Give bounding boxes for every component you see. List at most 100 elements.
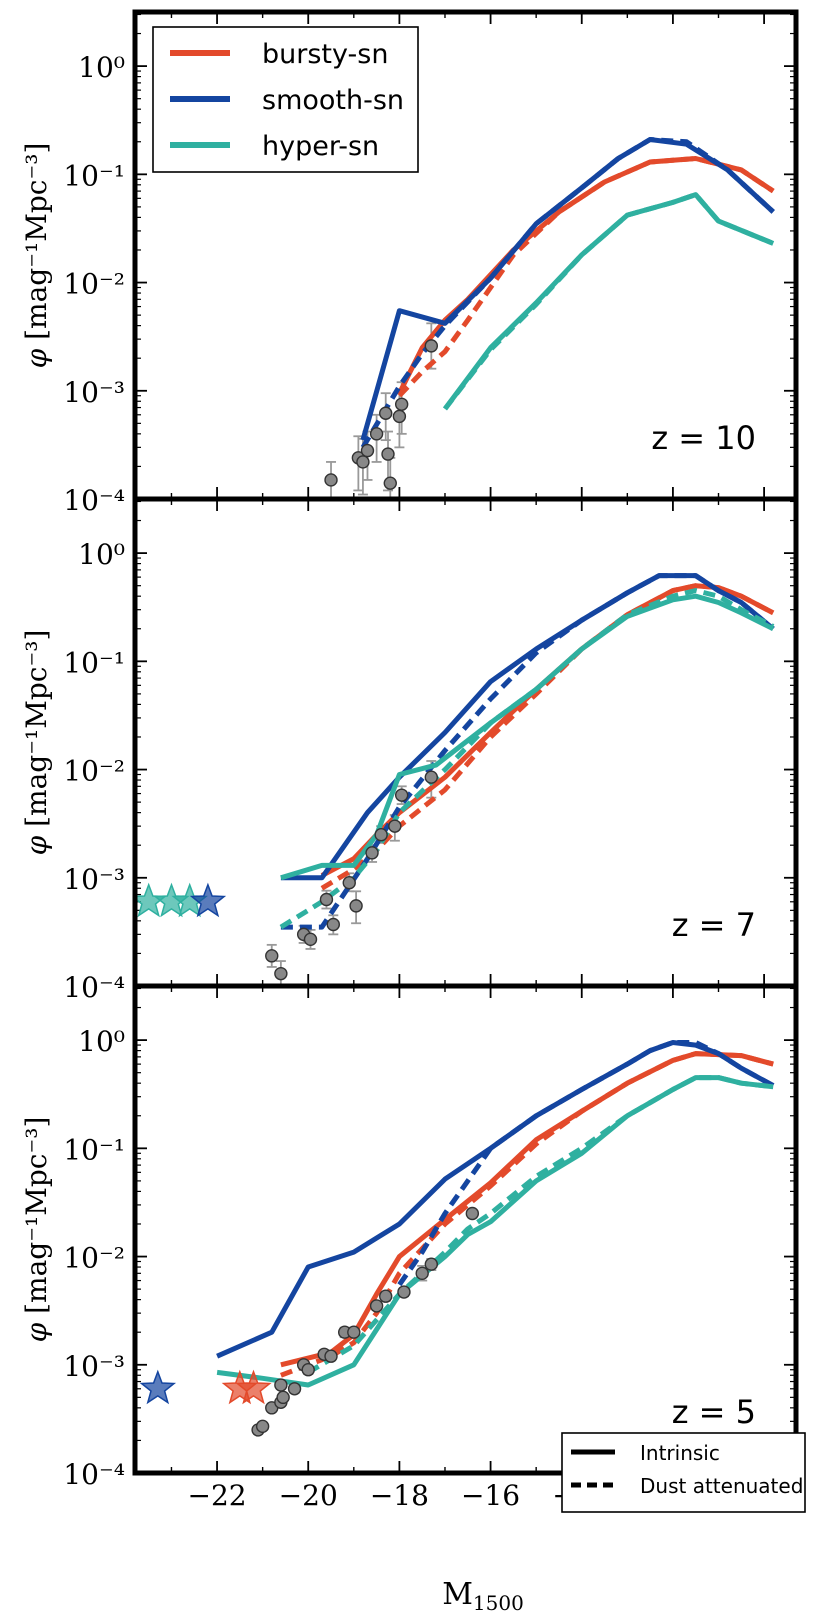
series-line-hyper-intrinsic <box>216 1075 774 1388</box>
legend-label-bursty: bursty-sn <box>262 39 388 70</box>
obs-point <box>369 1299 384 1313</box>
y-axis-label-symbol: φ <box>20 1314 53 1343</box>
y-tick-label: 10⁰ <box>78 1025 125 1058</box>
obs-point <box>360 443 375 458</box>
series-line-bursty-intrinsic <box>320 583 775 878</box>
y-tick-label: 10⁻³ <box>63 863 125 896</box>
obs-point <box>324 473 338 487</box>
x-tick-label: −18 <box>370 1479 429 1512</box>
series-line-hyper-intrinsic <box>280 593 775 881</box>
legend-label-dust: Dust attenuated <box>640 1474 803 1498</box>
obs-point <box>392 409 407 424</box>
obs-point <box>319 892 334 907</box>
series-line-smooth-dust <box>280 573 775 930</box>
y-axis-label-symbol: φ <box>20 827 53 856</box>
panel-z-0: 10⁻⁴ 10⁻³ 10⁻² 10⁻¹ 10⁰ φ [mag⁻¹Mpc⁻³] z = 10 <box>20 9 799 517</box>
x-tick-label: −22 <box>188 1479 247 1512</box>
obs-point <box>388 819 402 833</box>
y-tick-label: 10⁻² <box>63 755 125 788</box>
series-line-smooth-dust <box>360 137 775 449</box>
x-tick-label: −16 <box>461 1479 520 1512</box>
obs-point <box>255 1419 270 1434</box>
obs-point <box>356 455 370 469</box>
legend-label-hyper: hyper-sn <box>262 131 379 162</box>
obs-point <box>347 1325 361 1339</box>
series-line-bursty-dust <box>320 583 775 891</box>
y-axis-label: φ [mag⁻¹Mpc⁻³] <box>20 143 53 369</box>
y-axis-label-unit: [mag⁻¹Mpc⁻³] <box>20 630 53 827</box>
series-line-smooth-dust <box>397 1040 775 1287</box>
obs-point <box>326 917 340 932</box>
redshift-label: z = 7 <box>672 906 756 944</box>
y-axis-label-symbol: φ <box>20 340 53 369</box>
redshift-label: z = 10 <box>651 419 756 457</box>
obs-point <box>303 932 318 947</box>
obs-point <box>381 447 395 461</box>
y-tick-label: 10⁻⁴ <box>63 1458 125 1491</box>
y-axis-label: φ [mag⁻¹Mpc⁻³] <box>20 630 53 856</box>
series-line-smooth-intrinsic <box>280 573 775 881</box>
series-legend: bursty-sn smooth-sn hyper-sn <box>152 26 419 173</box>
obs-point <box>274 1378 288 1392</box>
y-tick-label: 10⁻⁴ <box>63 971 125 1004</box>
x-tick-label: −20 <box>279 1479 338 1512</box>
obs-point <box>394 397 409 411</box>
plot-area <box>139 1040 775 1437</box>
series-line-bursty-dust <box>397 156 775 398</box>
legend-label-intrinsic: Intrinsic <box>640 1441 720 1465</box>
y-tick-label: 10⁻⁴ <box>63 484 125 517</box>
obs-point <box>424 770 439 784</box>
star-marker <box>235 1369 272 1405</box>
obs-point <box>415 1266 429 1281</box>
panel-frame <box>132 983 799 1476</box>
series-line-smooth-intrinsic <box>360 137 775 441</box>
obs-point <box>397 1285 411 1299</box>
y-axis-label-unit: [mag⁻¹Mpc⁻³] <box>20 143 53 340</box>
y-tick-label: 10⁻¹ <box>63 646 125 679</box>
y-tick-label: 10⁻¹ <box>63 159 125 192</box>
obs-point <box>465 1206 480 1221</box>
obs-point <box>379 1289 393 1303</box>
obs-point <box>287 1382 302 1396</box>
y-tick-label: 10⁻³ <box>63 376 125 409</box>
obs-point <box>265 949 279 963</box>
obs-point <box>424 339 439 353</box>
obs-point <box>324 1349 338 1363</box>
y-tick-label: 10⁻³ <box>63 1350 125 1383</box>
obs-point <box>349 899 363 913</box>
obs-point <box>276 1390 290 1405</box>
obs-point <box>394 788 409 802</box>
y-tick-label: 10⁻¹ <box>63 1133 125 1166</box>
obs-point <box>424 1257 439 1271</box>
obs-point <box>342 876 356 890</box>
y-axis-label: φ [mag⁻¹Mpc⁻³] <box>20 1117 53 1343</box>
redshift-label: z = 5 <box>672 1393 756 1431</box>
y-tick-label: 10⁻² <box>63 268 125 301</box>
plot-area <box>135 573 775 986</box>
panel-z-2: 10⁻⁴ 10⁻³ 10⁻² 10⁻¹ 10⁰ φ [mag⁻¹Mpc⁻³] z = 5 <box>20 983 799 1491</box>
obs-point <box>365 846 379 860</box>
x-axis-label: M1500 <box>442 1577 524 1615</box>
obs-point <box>274 966 288 981</box>
panel-z-1: 10⁻⁴ 10⁻³ 10⁻² 10⁻¹ 10⁰ φ [mag⁻¹Mpc⁻³] z = 7 <box>20 496 799 1004</box>
style-legend: Intrinsic Dust attenuated <box>561 1432 806 1513</box>
y-tick-label: 10⁻² <box>63 1242 125 1275</box>
series-line-hyper-intrinsic <box>442 192 775 411</box>
obs-point <box>379 406 393 420</box>
series-line-bursty-intrinsic <box>280 1051 774 1368</box>
y-tick-label: 10⁰ <box>78 51 125 84</box>
legend-label-smooth: smooth-sn <box>262 85 404 116</box>
series-line-hyper-dust <box>443 192 775 411</box>
obs-point <box>383 476 397 490</box>
star-marker <box>189 882 227 918</box>
star-marker <box>139 1369 177 1405</box>
series-line-smooth-intrinsic <box>216 1040 775 1359</box>
series-line-hyper-dust <box>306 1075 774 1375</box>
y-tick-label: 10⁰ <box>78 538 125 571</box>
obs-point <box>374 828 388 842</box>
style-legend-box <box>561 1432 806 1513</box>
series-line-hyper-dust <box>279 588 775 930</box>
obs-point <box>301 1363 315 1377</box>
plot-area <box>324 137 775 499</box>
